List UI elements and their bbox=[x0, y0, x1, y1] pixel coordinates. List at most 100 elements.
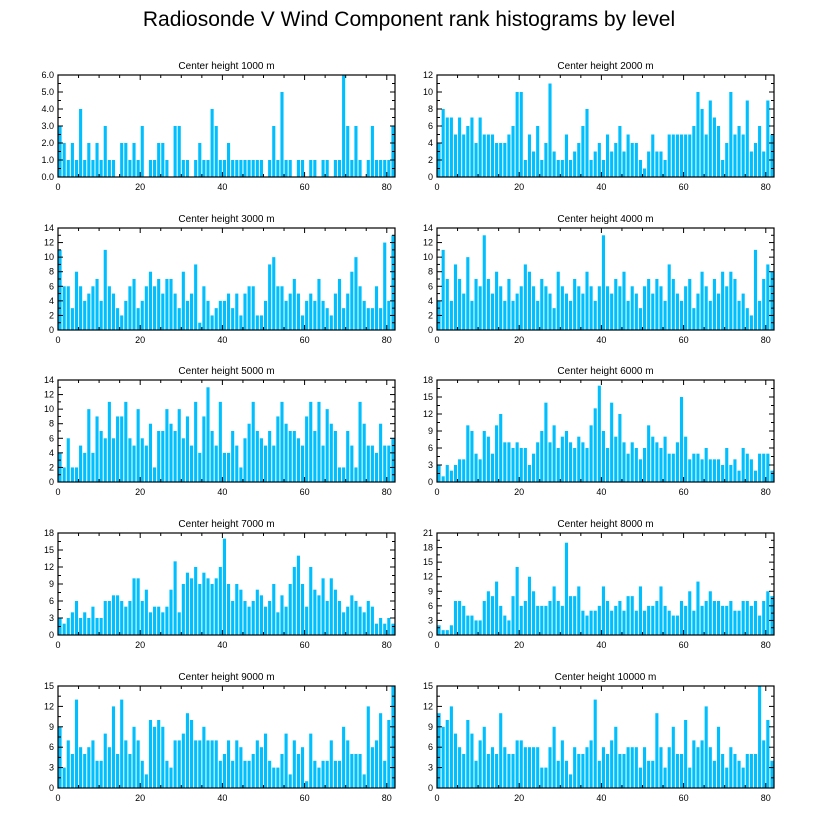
histogram-bar bbox=[638, 586, 642, 635]
histogram-bar bbox=[222, 538, 226, 635]
histogram-bar bbox=[589, 286, 593, 330]
histogram-bar bbox=[441, 476, 445, 482]
histogram-bar bbox=[712, 117, 716, 177]
histogram-bar bbox=[239, 467, 243, 482]
y-tick-label: 6 bbox=[428, 281, 433, 291]
histogram-bar bbox=[194, 264, 198, 330]
histogram-bar bbox=[532, 591, 536, 635]
histogram-bar bbox=[268, 264, 272, 330]
histogram-bar bbox=[387, 445, 391, 482]
x-tick-label: 20 bbox=[135, 335, 145, 345]
x-tick-label: 20 bbox=[514, 793, 524, 803]
histogram-bar bbox=[333, 160, 337, 177]
histogram-bar bbox=[721, 465, 725, 482]
histogram-bar bbox=[374, 740, 379, 788]
histogram-bar bbox=[560, 605, 564, 635]
histogram-bar bbox=[206, 740, 210, 788]
histogram-bar bbox=[202, 160, 206, 177]
histogram-bar bbox=[684, 134, 688, 177]
histogram-bar bbox=[638, 308, 642, 330]
histogram-bar bbox=[128, 160, 132, 177]
histogram-bar bbox=[198, 740, 202, 788]
histogram-bar bbox=[573, 448, 577, 482]
histogram-bar bbox=[688, 279, 692, 330]
histogram-bar bbox=[350, 595, 354, 635]
histogram-bar bbox=[556, 160, 560, 177]
histogram-bar bbox=[618, 286, 622, 330]
histogram-bar bbox=[300, 445, 305, 482]
histogram-bar bbox=[292, 740, 296, 788]
histogram-bar bbox=[651, 436, 655, 482]
histogram-bar bbox=[581, 293, 585, 330]
histogram-bar bbox=[120, 699, 124, 788]
histogram-bar bbox=[721, 605, 725, 635]
y-tick-label: 4 bbox=[428, 296, 433, 306]
histogram-bar bbox=[684, 720, 688, 788]
histogram-bar bbox=[593, 300, 597, 330]
histogram-panel: Center height 2000 m 0 2 4 6 8 10 12 0 20 40 60 80 bbox=[423, 61, 775, 192]
histogram-bar bbox=[107, 160, 111, 177]
histogram-bar bbox=[486, 591, 490, 635]
x-tick-label: 0 bbox=[55, 793, 60, 803]
x-tick-label: 60 bbox=[679, 793, 689, 803]
histogram-bar bbox=[462, 754, 466, 788]
x-tick-label: 80 bbox=[382, 335, 392, 345]
y-tick-label: 10 bbox=[44, 252, 54, 262]
histogram-bar bbox=[370, 747, 374, 788]
histogram-bar bbox=[725, 767, 729, 788]
histogram-bar bbox=[227, 293, 231, 330]
histogram-bar bbox=[185, 160, 190, 177]
histogram-bar bbox=[651, 605, 655, 635]
panel-title: Center height 7000 m bbox=[178, 519, 274, 530]
histogram-bar bbox=[753, 470, 758, 482]
x-tick-label: 80 bbox=[761, 640, 771, 650]
histogram-bar bbox=[366, 308, 370, 330]
histogram-bar bbox=[272, 445, 276, 482]
histogram-bar bbox=[107, 601, 111, 635]
histogram-bar bbox=[132, 445, 136, 482]
histogram-bar bbox=[272, 767, 276, 788]
histogram-bar bbox=[227, 452, 231, 482]
histogram-bar bbox=[181, 584, 185, 635]
histogram-bar bbox=[354, 601, 358, 635]
histogram-bar bbox=[325, 601, 329, 635]
histogram-bar bbox=[770, 470, 774, 482]
histogram-bar bbox=[329, 315, 333, 330]
histogram-bar bbox=[346, 740, 350, 788]
histogram-bar bbox=[255, 160, 259, 177]
histogram-bar bbox=[342, 726, 346, 788]
histogram-bar bbox=[181, 733, 185, 788]
histogram-bar bbox=[259, 747, 263, 788]
histogram-bar bbox=[560, 286, 564, 330]
histogram-bar bbox=[354, 467, 358, 482]
histogram-bar bbox=[688, 591, 692, 635]
histogram-bar bbox=[647, 760, 651, 788]
panel-title: Center height 6000 m bbox=[557, 366, 653, 377]
histogram-bar bbox=[305, 781, 309, 788]
y-tick-label: 0.0 bbox=[41, 172, 54, 182]
y-tick-label: 6 bbox=[428, 443, 433, 453]
y-tick-label: 0 bbox=[428, 172, 433, 182]
histogram-bar bbox=[725, 143, 729, 177]
x-tick-label: 80 bbox=[382, 487, 392, 497]
histogram-bar bbox=[214, 308, 218, 330]
histogram-bar bbox=[144, 774, 148, 788]
histogram-bar bbox=[128, 754, 132, 788]
histogram-bar bbox=[679, 754, 684, 788]
histogram-bar bbox=[107, 747, 111, 788]
histogram-bar bbox=[552, 308, 556, 330]
histogram-bar bbox=[478, 620, 482, 635]
histogram-bar bbox=[482, 134, 486, 177]
y-tick-label: 4 bbox=[49, 296, 54, 306]
histogram-bar bbox=[79, 445, 83, 482]
histogram-bar bbox=[157, 606, 161, 635]
histogram-bar bbox=[712, 760, 716, 788]
y-tick-label: 3 bbox=[428, 615, 433, 625]
histogram-bar bbox=[325, 760, 329, 788]
histogram-bar bbox=[272, 584, 276, 635]
histogram-bar bbox=[231, 760, 235, 788]
histogram-bar bbox=[655, 601, 659, 635]
y-tick-label: 6 bbox=[49, 433, 54, 443]
histogram-bar bbox=[540, 160, 544, 177]
y-tick-label: 0 bbox=[428, 783, 433, 793]
